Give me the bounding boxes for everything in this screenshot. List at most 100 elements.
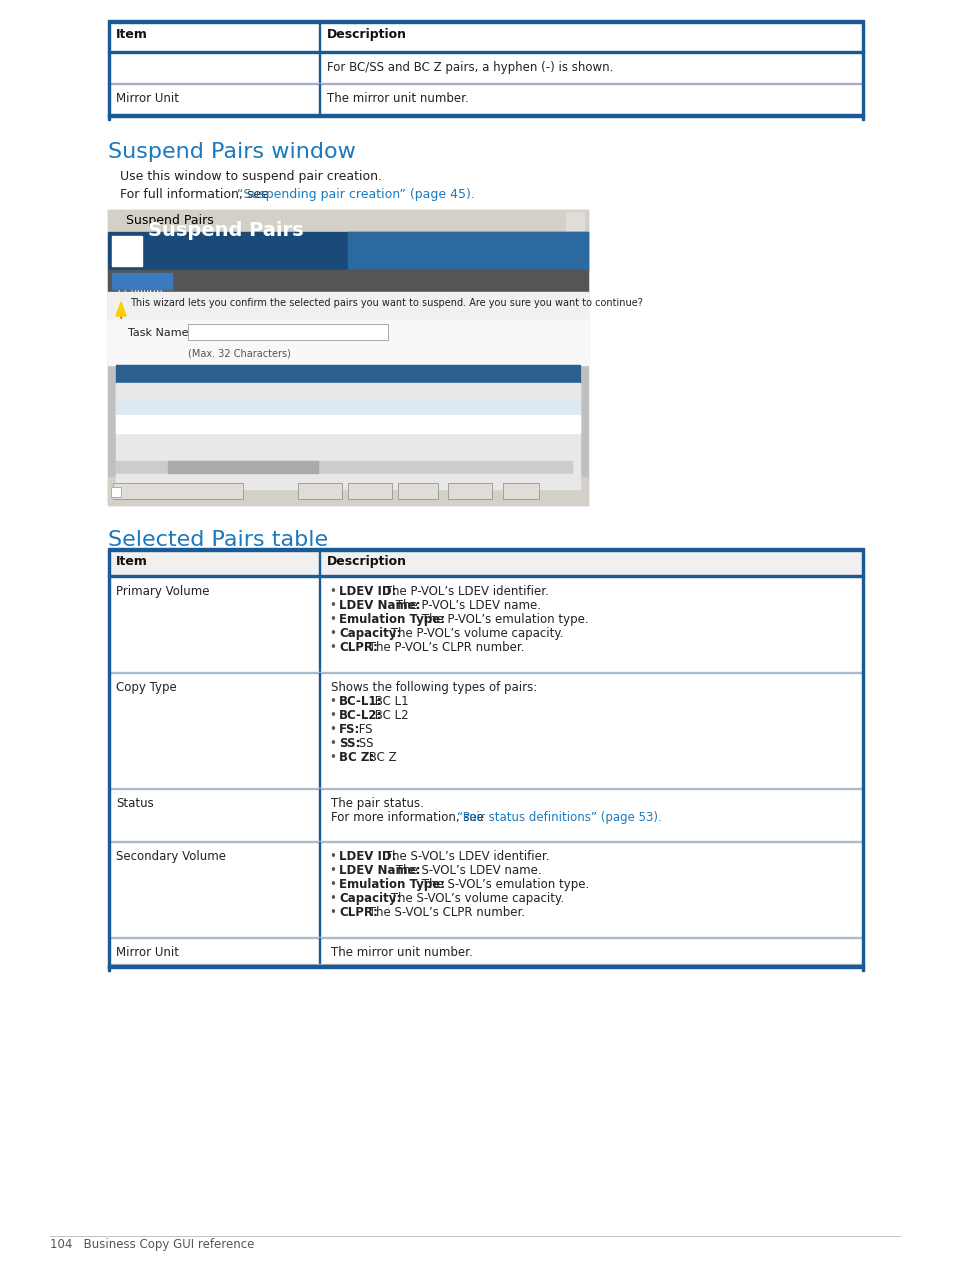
Text: Emulation Type:: Emulation Type: <box>338 878 445 891</box>
Bar <box>168 461 317 473</box>
Text: LDEV Name:: LDEV Name: <box>338 864 420 877</box>
Text: BC-L2:: BC-L2: <box>338 709 382 722</box>
Text: •: • <box>329 723 335 736</box>
Bar <box>108 210 587 233</box>
Text: The S-VOL’s CLPR number.: The S-VOL’s CLPR number. <box>365 906 525 919</box>
Text: Emulation Type:: Emulation Type: <box>338 613 445 627</box>
Bar <box>318 789 320 841</box>
Text: Copy Type: Copy Type <box>448 400 494 411</box>
Text: BC Z:: BC Z: <box>338 751 374 764</box>
Bar <box>116 365 579 475</box>
Bar <box>348 483 392 500</box>
Text: •: • <box>329 709 335 722</box>
Bar <box>318 577 320 672</box>
Text: The pair status.: The pair status. <box>331 797 423 810</box>
Bar <box>108 788 863 789</box>
Bar <box>108 84 863 114</box>
Text: Next >: Next > <box>355 487 385 496</box>
Bar <box>108 963 863 965</box>
Text: •: • <box>329 585 335 597</box>
Text: Item: Item <box>116 555 148 568</box>
Text: 111101-SuspendPairs: 111101-SuspendPairs <box>190 328 303 338</box>
Bar <box>108 20 863 23</box>
Bar <box>318 84 320 114</box>
Text: BC Z: BC Z <box>365 751 396 764</box>
Text: Capacity: Capacity <box>328 400 367 411</box>
Text: This wizard lets you confirm the selected pairs you want to suspend. Are you sur: This wizard lets you confirm the selecte… <box>130 297 642 308</box>
Text: X: X <box>569 214 578 224</box>
Bar <box>108 789 863 841</box>
Text: •: • <box>329 850 335 863</box>
Text: Description: Description <box>327 28 407 41</box>
Bar <box>116 461 572 473</box>
Text: Suspend Pairs window: Suspend Pairs window <box>108 142 355 161</box>
Text: “Suspending pair creation” (page 45).: “Suspending pair creation” (page 45). <box>236 188 475 201</box>
Text: The S-VOL’s volume capacity.: The S-VOL’s volume capacity. <box>386 892 563 905</box>
Text: X: X <box>574 214 582 224</box>
Text: The P-VOL’s volume capacity.: The P-VOL’s volume capacity. <box>386 627 562 641</box>
Text: FS: FS <box>355 723 372 736</box>
Text: Apply: Apply <box>405 487 430 496</box>
Text: Use this window to suspend pair creation.: Use this window to suspend pair creation… <box>120 170 381 183</box>
Text: BC L1: BC L1 <box>371 695 408 708</box>
Bar <box>116 416 579 433</box>
Bar <box>112 236 142 266</box>
Bar <box>108 23 863 51</box>
Text: BC L2: BC L2 <box>371 709 408 722</box>
Bar <box>112 273 172 289</box>
Text: •: • <box>329 599 335 613</box>
Bar <box>448 483 492 500</box>
Bar <box>108 51 863 52</box>
Text: Description: Description <box>327 555 407 568</box>
Bar <box>862 552 863 971</box>
Text: Cancel: Cancel <box>455 487 484 496</box>
Text: •: • <box>329 751 335 764</box>
Bar <box>108 53 863 83</box>
Bar <box>565 212 583 230</box>
Bar <box>502 483 538 500</box>
Text: LDEV ID:: LDEV ID: <box>338 850 396 863</box>
Polygon shape <box>116 302 126 316</box>
Text: Task Name:: Task Name: <box>128 328 192 338</box>
Bar <box>397 483 437 500</box>
Bar <box>111 487 121 497</box>
Text: The P-VOL’s LDEV identifier.: The P-VOL’s LDEV identifier. <box>381 585 549 597</box>
Text: !: ! <box>118 314 123 324</box>
Bar <box>318 23 320 51</box>
Text: The S-VOL’s LDEV name.: The S-VOL’s LDEV name. <box>392 864 541 877</box>
Bar <box>108 83 863 84</box>
Bar <box>297 483 341 500</box>
Text: •: • <box>329 878 335 891</box>
Text: The S-VOL’s emulation type.: The S-VOL’s emulation type. <box>418 878 589 891</box>
Text: Item: Item <box>116 28 148 41</box>
Text: Status: Status <box>517 400 546 411</box>
Bar <box>108 938 863 963</box>
Text: “Pair status definitions” (page 53).: “Pair status definitions” (page 53). <box>456 811 661 824</box>
Bar <box>108 269 587 292</box>
Text: CLPR: CLPR <box>393 400 416 411</box>
Bar <box>318 53 320 83</box>
Bar <box>862 23 863 119</box>
Text: Primary Volume: Primary Volume <box>116 585 210 597</box>
Bar <box>116 399 579 416</box>
Text: The mirror unit number.: The mirror unit number. <box>327 92 468 105</box>
Text: Help: Help <box>511 487 530 496</box>
Text: •: • <box>329 864 335 877</box>
Bar <box>108 574 863 577</box>
Bar <box>188 324 388 341</box>
Bar <box>397 483 437 500</box>
Text: OPEN-V CVS: OPEN-V CVS <box>233 418 287 427</box>
Text: The S-VOL’s LDEV identifier.: The S-VOL’s LDEV identifier. <box>381 850 549 863</box>
Text: •: • <box>329 641 335 655</box>
Bar <box>188 324 388 341</box>
Text: 00:CLPR0: 00:CLPR0 <box>393 418 436 427</box>
Text: For full information, see: For full information, see <box>120 188 273 201</box>
Text: Selected Pairs table: Selected Pairs table <box>108 530 328 550</box>
Text: For BC/SS and BC Z pairs, a hyphen (-) is shown.: For BC/SS and BC Z pairs, a hyphen (-) i… <box>327 61 613 74</box>
Text: Total: 1: Total: 1 <box>122 477 166 486</box>
Text: 0.68 GB: 0.68 GB <box>328 418 364 427</box>
Text: Status: Status <box>116 797 153 810</box>
Text: •: • <box>329 906 335 919</box>
Bar <box>108 477 587 505</box>
Bar <box>502 483 538 500</box>
